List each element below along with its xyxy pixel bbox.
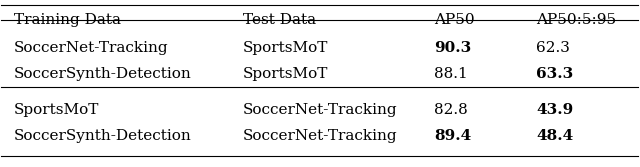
Text: AP50: AP50 [434, 13, 475, 27]
Text: SportsMoT: SportsMoT [14, 103, 99, 117]
Text: 63.3: 63.3 [536, 67, 573, 81]
Text: SportsMoT: SportsMoT [243, 41, 328, 55]
Text: Test Data: Test Data [243, 13, 316, 27]
Text: 90.3: 90.3 [434, 41, 472, 55]
Text: SoccerSynth-Detection: SoccerSynth-Detection [14, 129, 192, 143]
Text: SoccerSynth-Detection: SoccerSynth-Detection [14, 67, 192, 81]
Text: 82.8: 82.8 [434, 103, 468, 117]
Text: 48.4: 48.4 [536, 129, 573, 143]
Text: SoccerNet-Tracking: SoccerNet-Tracking [14, 41, 169, 55]
Text: SoccerNet-Tracking: SoccerNet-Tracking [243, 103, 398, 117]
Text: SportsMoT: SportsMoT [243, 67, 328, 81]
Text: 43.9: 43.9 [536, 103, 573, 117]
Text: 88.1: 88.1 [434, 67, 468, 81]
Text: SoccerNet-Tracking: SoccerNet-Tracking [243, 129, 398, 143]
Text: 62.3: 62.3 [536, 41, 570, 55]
Text: Training Data: Training Data [14, 13, 121, 27]
Text: AP50:5:95: AP50:5:95 [536, 13, 616, 27]
Text: 89.4: 89.4 [434, 129, 472, 143]
